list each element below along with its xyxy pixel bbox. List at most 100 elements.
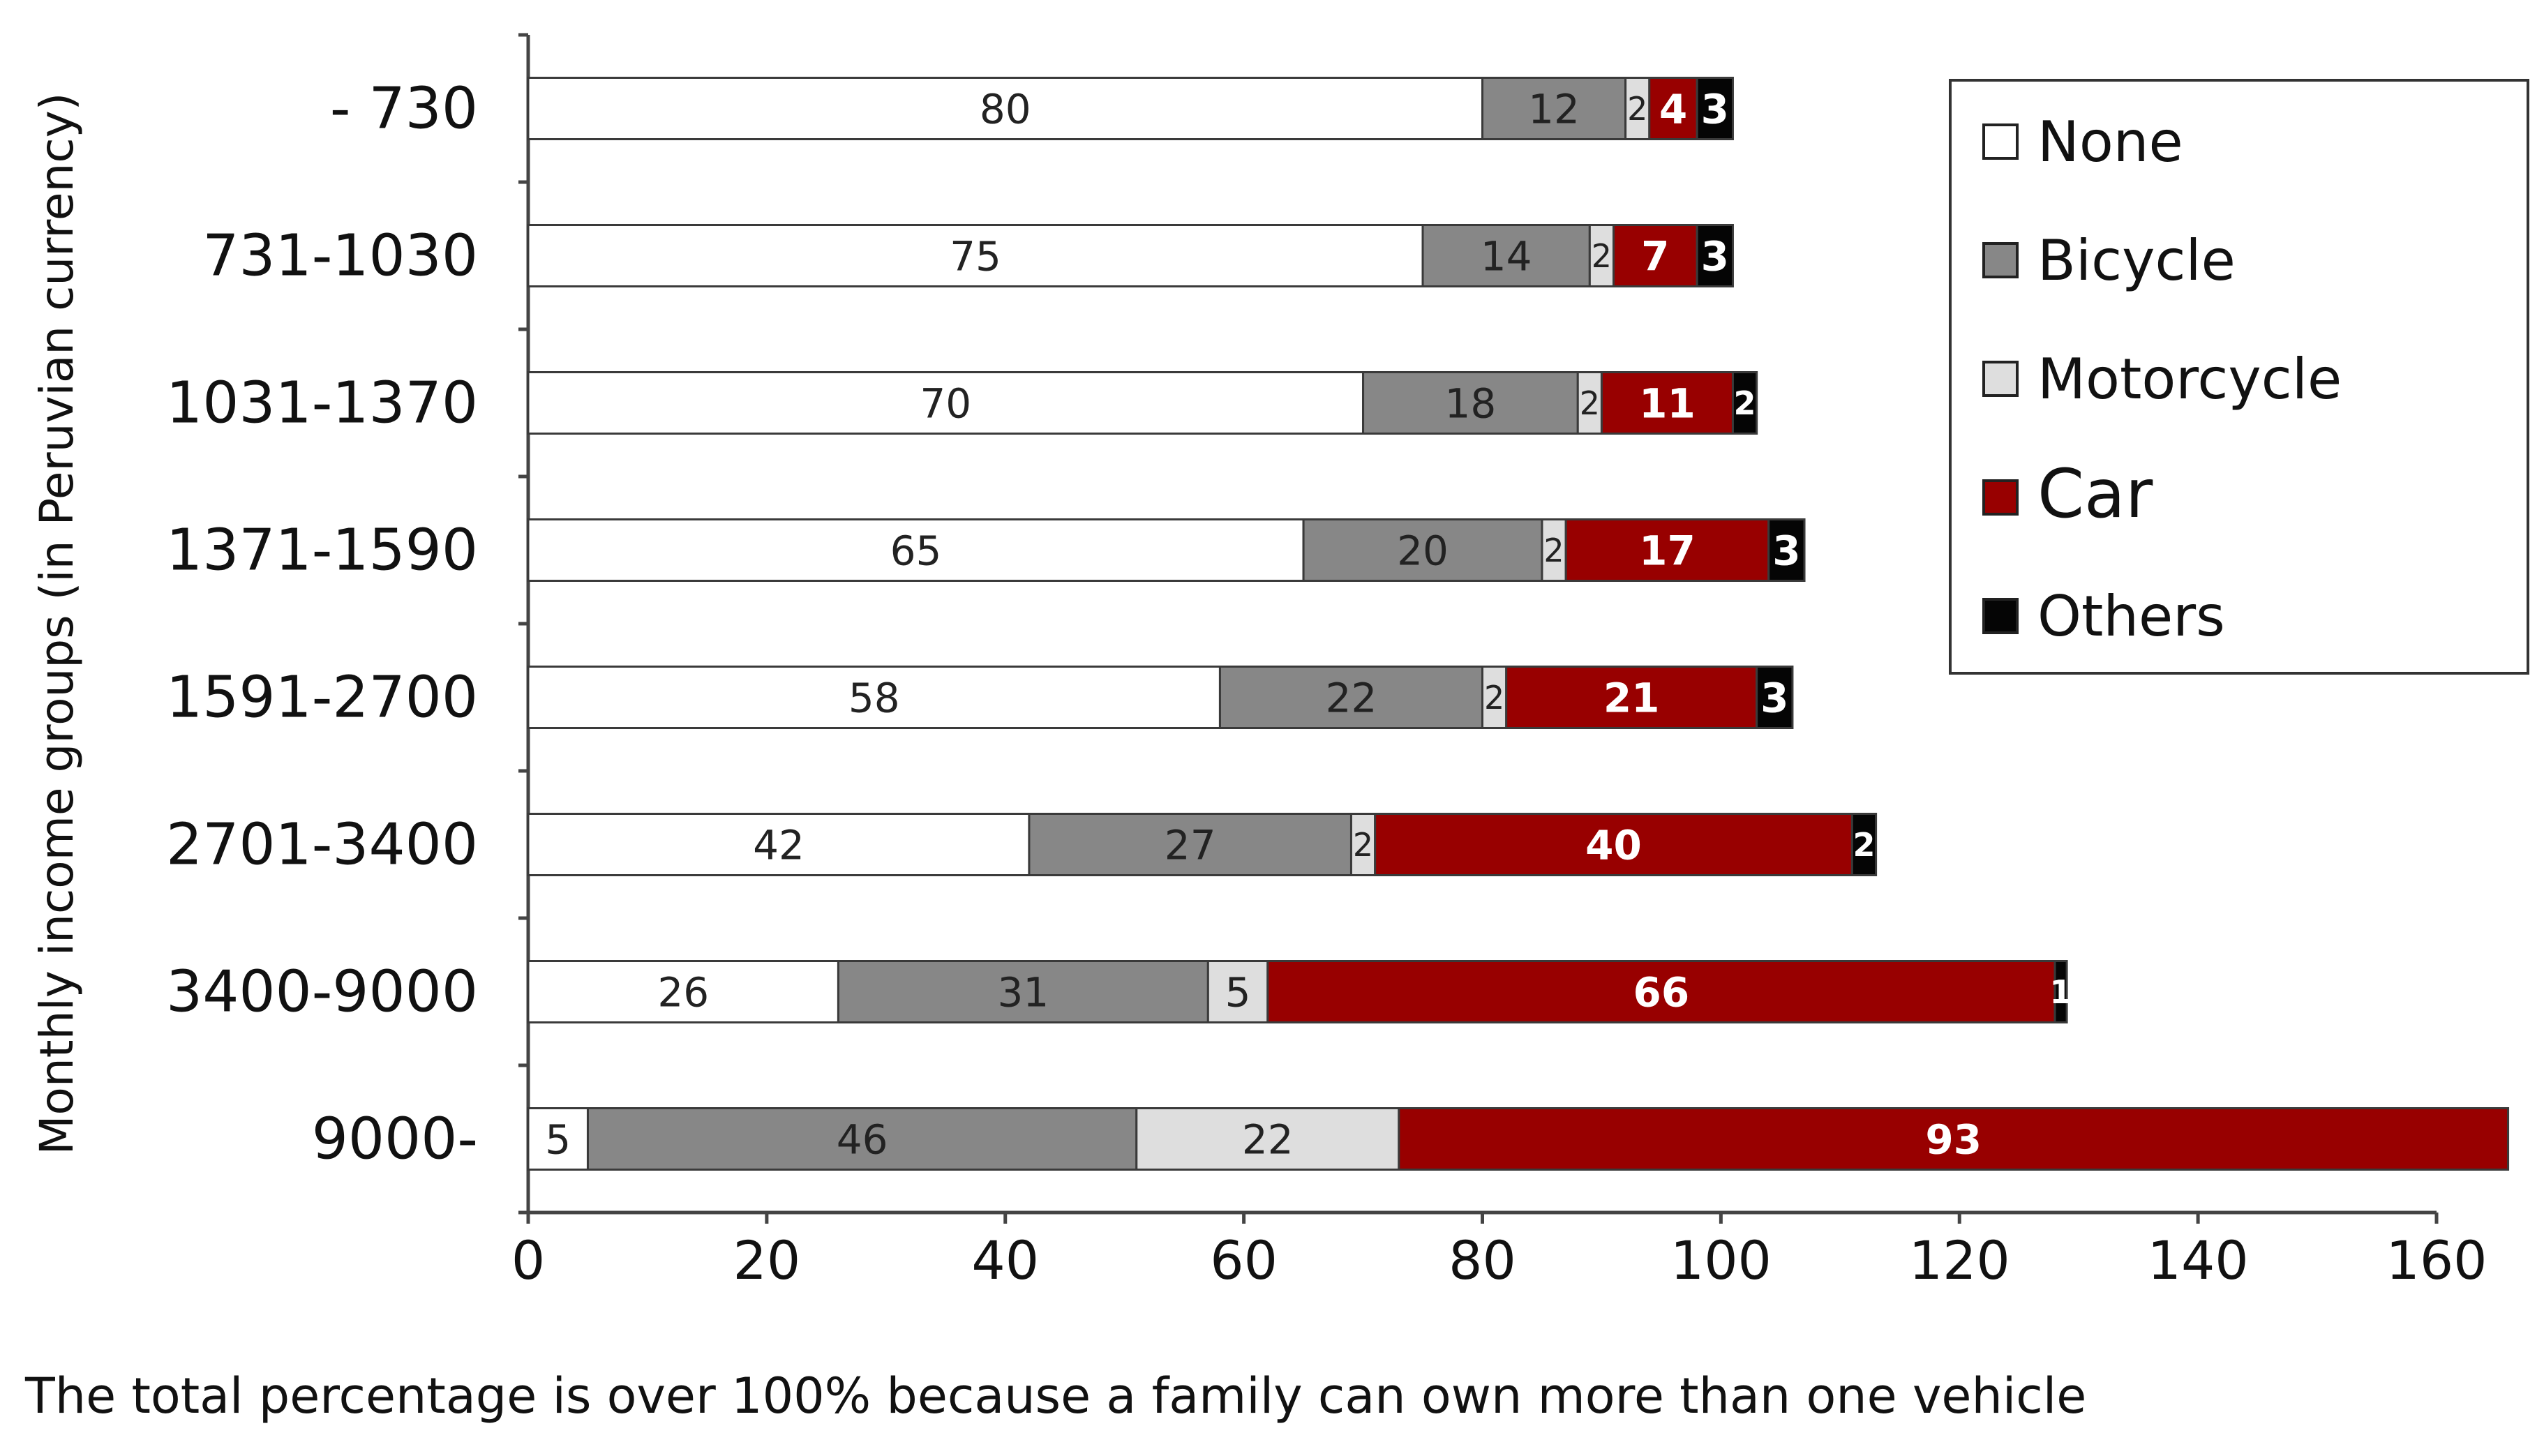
y-tick-label: 731-1030 <box>202 223 478 290</box>
x-tick-label: 0 <box>511 1229 545 1291</box>
data-label: 31 <box>997 968 1049 1016</box>
bar-segment <box>2053 960 2068 1023</box>
legend-swatch <box>1982 479 2019 516</box>
x-tick-label: 160 <box>2386 1229 2487 1291</box>
data-label: 5 <box>545 1116 571 1163</box>
x-tick-label: 100 <box>1670 1229 1772 1291</box>
data-label: 21 <box>1603 674 1660 721</box>
bar-segment <box>1564 518 1770 582</box>
bar-segment <box>527 960 839 1023</box>
bar-segment <box>1576 371 1603 435</box>
bar-segment <box>1398 1107 2510 1171</box>
bar-segment <box>527 224 1424 287</box>
data-label: 27 <box>1165 821 1216 869</box>
data-label: 75 <box>950 232 1001 280</box>
data-label: 17 <box>1639 527 1696 574</box>
bar-segment <box>1541 518 1567 582</box>
legend-label: Car <box>2037 455 2153 533</box>
bar-segment <box>1767 518 1806 582</box>
bar-segment <box>527 1107 589 1171</box>
bar-segment <box>1481 77 1627 140</box>
bar-segment <box>1374 813 1853 876</box>
data-label: 7 <box>1641 232 1669 280</box>
y-tick-label: 1591-2700 <box>166 665 478 731</box>
x-tick-label: 40 <box>971 1229 1039 1291</box>
data-label: 2 <box>1627 90 1647 128</box>
bar-segment <box>1302 518 1543 582</box>
bar-segment <box>527 518 1305 582</box>
bar-segment <box>837 960 1209 1023</box>
y-tick-label: 1371-1590 <box>166 518 478 584</box>
bar-segment <box>1600 371 1734 435</box>
bar-segment <box>527 666 1221 729</box>
bar-segment <box>1850 813 1878 876</box>
legend-box <box>1949 79 2529 675</box>
data-label: 2 <box>1353 826 1373 864</box>
data-label: 1 <box>2050 973 2072 1011</box>
data-label: 26 <box>657 968 709 1016</box>
data-label: 2 <box>1853 826 1875 864</box>
data-label: 22 <box>1326 674 1377 721</box>
legend-swatch <box>1982 361 2019 397</box>
data-label: 93 <box>1925 1116 1982 1163</box>
data-label: 3 <box>1701 232 1729 280</box>
data-label: 18 <box>1445 380 1497 427</box>
legend-swatch <box>1982 598 2019 634</box>
x-tick-label: 120 <box>1909 1229 2010 1291</box>
legend-label: Bicycle <box>2037 228 2236 293</box>
data-label: 66 <box>1633 968 1690 1016</box>
data-label: 14 <box>1481 232 1532 280</box>
data-label: 3 <box>1760 674 1788 721</box>
bar-segment <box>1731 371 1758 435</box>
y-tick-label: 2701-3400 <box>166 812 478 878</box>
bar-segment <box>1624 77 1651 140</box>
data-label: 2 <box>1543 532 1564 569</box>
data-label: 2 <box>1592 237 1612 275</box>
bar-segment <box>1266 960 2056 1023</box>
data-label: 40 <box>1585 821 1642 869</box>
bar-segment <box>1696 77 1734 140</box>
legend-label: Motorcycle <box>2037 347 2342 412</box>
data-label: 70 <box>920 380 971 427</box>
legend-swatch <box>1982 242 2019 278</box>
bar-segment <box>1756 666 1794 729</box>
data-label: 46 <box>837 1116 888 1163</box>
data-label: 42 <box>753 821 805 869</box>
data-label: 20 <box>1397 527 1449 574</box>
data-label: 5 <box>1225 968 1251 1016</box>
chart-footnote: The total percentage is over 100% becaus… <box>25 1367 2087 1425</box>
data-label: 65 <box>890 527 942 574</box>
data-label: 3 <box>1772 527 1800 574</box>
legend-label: Others <box>2037 584 2225 649</box>
data-label: 11 <box>1639 380 1696 427</box>
bar-segment <box>1135 1107 1400 1171</box>
data-label: 58 <box>848 674 900 721</box>
bar-segment <box>1696 224 1734 287</box>
data-label: 2 <box>1734 384 1756 422</box>
y-tick-label: 9000- <box>312 1106 478 1173</box>
bar-segment <box>1481 666 1508 729</box>
bar-segment <box>527 813 1031 876</box>
x-tick-label: 60 <box>1210 1229 1278 1291</box>
x-tick-label: 140 <box>2148 1229 2249 1291</box>
bar-segment <box>527 77 1483 140</box>
y-tick-label: 1031-1370 <box>166 370 478 437</box>
bar-segment <box>1028 813 1352 876</box>
legend-swatch <box>1982 123 2019 160</box>
bar-segment <box>586 1107 1138 1171</box>
y-axis-title: Monthly income groups (in Peruvian curre… <box>30 93 84 1155</box>
data-label: 2 <box>1484 679 1504 716</box>
y-tick-label: 3400-9000 <box>166 959 478 1026</box>
bar-segment <box>527 371 1365 435</box>
data-label: 22 <box>1242 1116 1294 1163</box>
data-label: 2 <box>1580 384 1600 422</box>
legend-label: None <box>2037 110 2183 174</box>
y-tick-label: - 730 <box>330 76 478 142</box>
x-tick-label: 20 <box>733 1229 801 1291</box>
bar-segment <box>1218 666 1483 729</box>
data-label: 80 <box>980 85 1031 133</box>
data-label: 3 <box>1701 85 1729 133</box>
data-label: 4 <box>1659 85 1687 133</box>
